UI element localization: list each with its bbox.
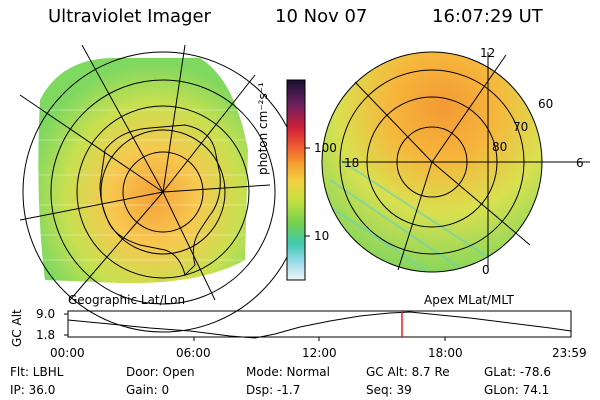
status-gain: Gain: 0 [126, 383, 170, 397]
colorbar-tick-10: 10 [314, 229, 330, 243]
x-tick-0000: 00:00 [50, 346, 85, 360]
status-dsp: Dsp: -1.7 [246, 383, 301, 397]
alt-max-label: 9.0 [36, 307, 56, 321]
instrument-title: Ultraviolet Imager [48, 6, 211, 27]
mlt-0-label: 0 [482, 263, 490, 277]
geographic-caption: Geographic Lat/Lon [68, 293, 186, 307]
status-glat: GLat: -78.6 [484, 365, 551, 379]
magnetic-image [321, 51, 590, 273]
date-label: 10 Nov 07 [275, 6, 368, 27]
alt-min-label: 1.8 [36, 328, 56, 342]
apex-caption: Apex MLat/MLT [424, 293, 514, 307]
mlt-6-label: 6 [576, 156, 584, 170]
status-glon: GLon: 74.1 [484, 383, 550, 397]
x-tick-2359: 23:59 [552, 346, 587, 360]
mlat-60-label: 60 [538, 97, 554, 111]
x-tick-0600: 06:00 [176, 346, 211, 360]
status-flt: Flt: LBHL [10, 365, 64, 379]
x-tick-1200: 12:00 [302, 346, 337, 360]
status-door: Door: Open [126, 365, 195, 379]
mlat-80-label: 80 [492, 140, 508, 154]
mlat-70-label: 70 [513, 120, 529, 134]
status-ip: IP: 36.0 [10, 383, 56, 397]
colorbar-tick-100: 100 [314, 141, 337, 155]
mlt-18-label: 18 [344, 156, 360, 170]
altitude-strip [64, 310, 572, 341]
status-gc-alt: GC Alt: 8.7 Re [366, 365, 450, 379]
status-mode: Mode: Normal [246, 365, 330, 379]
mlt-12-label: 12 [480, 46, 496, 60]
geographic-image [19, 44, 304, 333]
color-bar [286, 79, 310, 281]
x-tick-1800: 18:00 [428, 346, 463, 360]
gc-alt-axis-title: GC Alt [10, 309, 24, 347]
colorbar-unit-label: photon cm⁻²s⁻¹ [256, 82, 270, 175]
time-label: 16:07:29 UT [432, 6, 543, 27]
status-seq: Seq: 39 [366, 383, 412, 397]
